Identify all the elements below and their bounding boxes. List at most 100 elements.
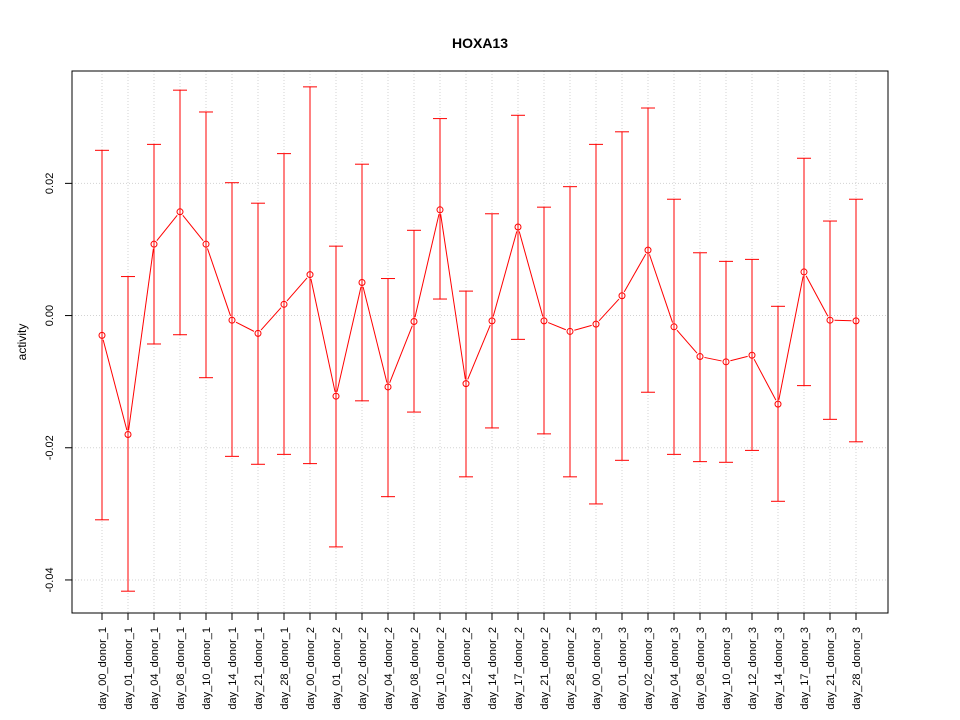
x-tick-label: day_01_donor_3 xyxy=(617,627,629,710)
series-line-segment xyxy=(182,214,204,241)
series-line-segment xyxy=(730,355,748,362)
data-point xyxy=(410,318,418,326)
data-point xyxy=(436,206,444,214)
x-tick-label: day_00_donor_2 xyxy=(305,627,317,710)
data-point xyxy=(566,327,574,335)
data-point xyxy=(722,358,730,366)
x-tick-label: day_21_donor_2 xyxy=(539,627,551,710)
data-point xyxy=(644,246,652,254)
plot-frame xyxy=(71,70,889,614)
data-point xyxy=(254,329,262,337)
data-point xyxy=(98,331,106,339)
series-line-segment xyxy=(156,214,178,241)
series-line-segment xyxy=(492,231,518,317)
data-point xyxy=(774,400,782,408)
y-tick-label: 0.02 xyxy=(44,173,56,194)
x-tick-label: day_14_donor_1 xyxy=(227,627,239,710)
data-point xyxy=(332,392,340,400)
x-tick-label: day_01_donor_2 xyxy=(331,627,343,710)
x-tick-label: day_08_donor_1 xyxy=(175,627,187,710)
data-point xyxy=(800,268,808,276)
data-point xyxy=(514,223,522,231)
series xyxy=(95,86,863,592)
x-tick-label: day_02_donor_3 xyxy=(643,627,655,710)
data-point xyxy=(358,279,366,287)
x-tick-label: day_14_donor_2 xyxy=(487,627,499,710)
series-line-segment xyxy=(518,231,544,317)
series-line-segment xyxy=(286,277,308,302)
series-line-segment xyxy=(206,248,232,317)
series-line-segment xyxy=(440,214,466,380)
x-tick-label: day_21_donor_1 xyxy=(253,627,265,710)
data-point xyxy=(150,240,158,248)
data-point xyxy=(748,351,756,359)
series-line-segment xyxy=(336,286,362,392)
series-line-segment xyxy=(704,356,722,362)
x-tick-label: day_28_donor_3 xyxy=(851,627,863,710)
data-point xyxy=(852,317,860,325)
x-tick-label: day_17_donor_3 xyxy=(799,627,811,710)
x-tick-label: day_04_donor_1 xyxy=(149,627,161,710)
series-line-segment xyxy=(805,275,829,317)
data-point xyxy=(826,316,834,324)
data-point xyxy=(176,208,184,216)
x-tick-label: day_12_donor_2 xyxy=(461,627,473,710)
series-line-segment xyxy=(102,339,128,431)
series-line-segment xyxy=(260,307,282,331)
grid xyxy=(72,71,888,613)
x-tick-label: day_00_donor_3 xyxy=(591,627,603,710)
series-line-segment xyxy=(778,276,804,400)
series-line-segment xyxy=(623,253,647,293)
series-line-segment xyxy=(389,325,413,383)
data-point xyxy=(540,317,548,325)
series-line-segment xyxy=(467,324,491,380)
x-tick-label: day_02_donor_2 xyxy=(357,627,369,710)
data-point xyxy=(280,300,288,308)
x-tick-label: day_17_donor_2 xyxy=(513,627,525,710)
x-tick-label: day_04_donor_2 xyxy=(383,627,395,710)
y-axis: -0.04 -0.02 0.00 0.02 xyxy=(44,173,72,592)
x-tick-label: day_10_donor_1 xyxy=(201,627,213,710)
series-line-segment xyxy=(676,329,698,354)
x-tick-label: day_10_donor_2 xyxy=(435,627,447,710)
x-tick-label: day_08_donor_2 xyxy=(409,627,421,710)
x-tick-label: day_00_donor_1 xyxy=(97,627,109,710)
data-point xyxy=(696,353,704,361)
data-point xyxy=(592,320,600,328)
x-tick-label: day_01_donor_1 xyxy=(123,627,135,710)
data-point xyxy=(384,383,392,391)
data-point xyxy=(670,323,678,331)
data-point xyxy=(228,316,236,324)
y-tick-label: 0.00 xyxy=(44,305,56,326)
x-tick-label: day_21_donor_3 xyxy=(825,627,837,710)
x-tick-label: day_28_donor_1 xyxy=(279,627,291,710)
x-tick-label: day_04_donor_3 xyxy=(669,627,681,710)
data-point xyxy=(618,292,626,300)
x-tick-label: day_12_donor_3 xyxy=(747,627,759,710)
y-tick-label: -0.02 xyxy=(44,435,56,460)
series-line-segment xyxy=(648,254,674,323)
series-line-segment xyxy=(128,248,154,431)
data-point xyxy=(306,271,314,279)
data-point xyxy=(202,240,210,248)
series-line-segment xyxy=(547,322,567,331)
y-axis-label: activity xyxy=(15,324,29,361)
chart-title: HOXA13 xyxy=(452,35,508,51)
series-line-segment xyxy=(414,214,440,318)
data-point xyxy=(488,317,496,325)
series-line-segment xyxy=(753,358,777,401)
x-tick-label: day_10_donor_3 xyxy=(721,627,733,710)
series-line-segment xyxy=(235,321,255,332)
x-tick-label: day_14_donor_3 xyxy=(773,627,785,710)
data-point xyxy=(124,431,132,439)
x-tick-label: day_28_donor_2 xyxy=(565,627,577,710)
data-point xyxy=(462,380,470,388)
series-line-segment xyxy=(598,298,620,322)
series-line-segment xyxy=(310,278,336,392)
x-axis: day_00_donor_1 day_01_donor_1 day_04_donor… xyxy=(97,613,863,710)
x-tick-label: day_08_donor_3 xyxy=(695,627,707,710)
y-tick-label: -0.04 xyxy=(44,567,56,592)
series-line-segment xyxy=(362,286,388,383)
series-line-segment xyxy=(574,324,592,331)
